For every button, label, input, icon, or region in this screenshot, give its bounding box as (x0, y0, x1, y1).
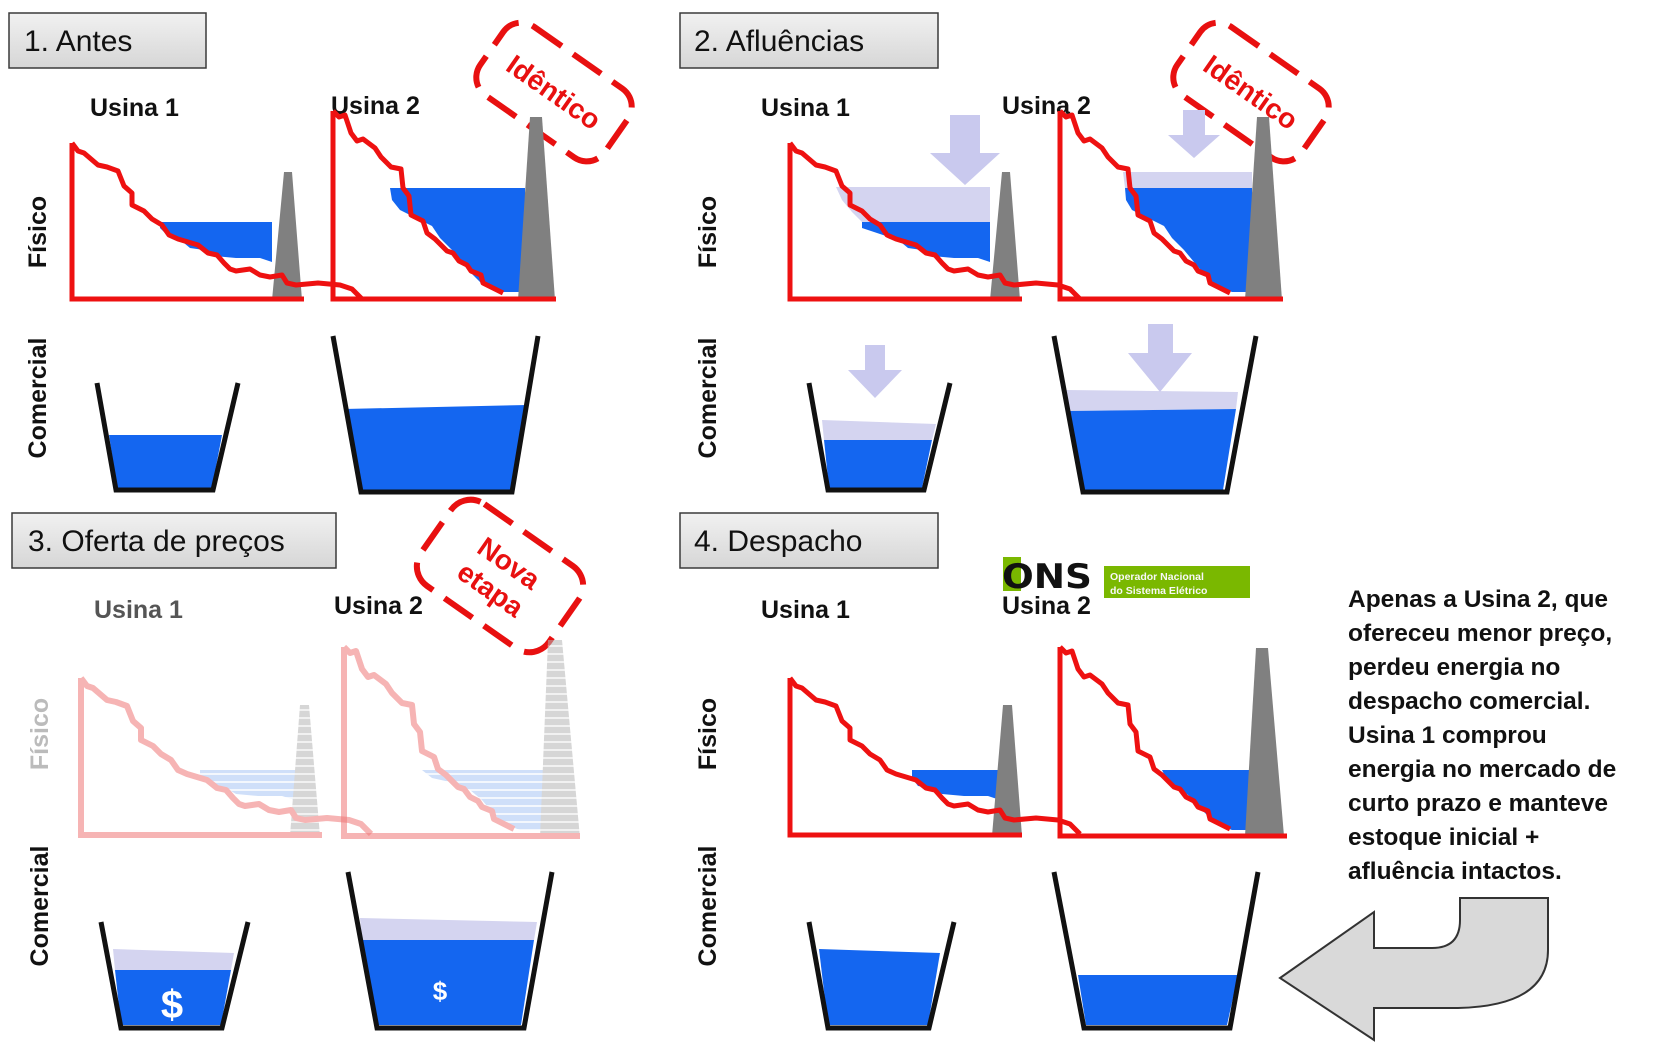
dam (518, 117, 555, 300)
explanation-note: Apenas a Usina 2, que ofereceu menor pre… (1348, 586, 1616, 885)
panel-4-usina-1-reservoir (787, 678, 1080, 838)
dam (290, 705, 320, 836)
dam (540, 640, 580, 838)
dam (1245, 648, 1284, 836)
panel-3-usina-1-bucket: $ (98, 921, 251, 1031)
ons-line-2: do Sistema Elétrico (1110, 585, 1207, 597)
panel-2-fisico-label: Físico (694, 196, 722, 268)
panel-1-usina-2-bucket (330, 335, 541, 495)
curved-left-arrow-icon (1278, 897, 1549, 1042)
note-line-1: Apenas a Usina 2, que (1348, 586, 1608, 613)
panel-1-fisico-label: Físico (24, 196, 52, 268)
inflow-level (1066, 390, 1238, 411)
panel-3-usina-1-reservoir (78, 678, 371, 838)
inflow-arrow (1168, 110, 1220, 158)
note-line-2: ofereceu menor preço, (1348, 620, 1612, 647)
inflow-level (836, 187, 990, 222)
stamp-identico-1-text: Idêntico (501, 49, 607, 136)
panel-1-usina-1-reservoir (69, 143, 362, 302)
step-4-box: 4. Despacho (679, 512, 939, 569)
step-2-label: 2. Afluências (694, 25, 864, 58)
panel-4-usina-2-reservoir (1057, 647, 1287, 839)
panel-4-fisico-label: Físico (694, 698, 722, 770)
panel-3-comercial-label: Comercial (26, 846, 54, 967)
commercial-water (1068, 409, 1236, 490)
panel-1-comercial-label: Comercial (24, 338, 52, 459)
dam (1245, 117, 1282, 300)
dam (990, 172, 1020, 300)
panel-2-usina-1-title: Usina 1 (761, 94, 850, 122)
ons-logo: ONS Operador Nacional do Sistema Elétric… (1002, 557, 1250, 598)
panel-2-usina-1-reservoir (787, 115, 1080, 302)
note-line-8: estoque inicial + (1348, 824, 1539, 851)
ons-line-1: Operador Nacional (1110, 571, 1204, 583)
panel-3-fisico-label: Físico (26, 698, 54, 770)
panel-4-usina-2-title: Usina 2 (1002, 592, 1091, 620)
panel-4-comercial-label: Comercial (694, 846, 722, 967)
panel-3-usina-2-reservoir (341, 640, 580, 839)
note-line-6: energia no mercado de (1348, 756, 1616, 783)
commercial-water (824, 440, 932, 488)
panel-4-usina-1-bucket (806, 921, 957, 1031)
panel-4-usina-2-bucket (1051, 871, 1261, 1031)
stamp-nova-etapa: Nova etapa (413, 496, 587, 656)
inflow-arrow (848, 345, 902, 398)
commercial-water (819, 949, 940, 1025)
step-1-label: 1. Antes (24, 25, 132, 58)
panel-1-usina-1-title: Usina 1 (90, 94, 179, 122)
note-line-3: perdeu energia no (1348, 654, 1560, 681)
ons-wordmark: ONS (1002, 557, 1092, 597)
step-3-label: 3. Oferta de preços (28, 525, 285, 558)
water-level (390, 188, 525, 292)
step-3-box: 3. Oferta de preços (11, 512, 337, 569)
panel-2-comercial-label: Comercial (694, 338, 722, 459)
panel-2-usina-2-reservoir (1057, 110, 1283, 302)
note-line-9: afluência intactos. (1348, 858, 1562, 885)
water-level (912, 770, 1000, 800)
water-level (160, 222, 272, 262)
commercial-water (109, 435, 222, 488)
panel-3-usina-1-title: Usina 1 (94, 596, 183, 624)
panel-2-usina-2-bucket (1051, 324, 1259, 495)
inflow-level (1123, 172, 1252, 188)
water-level (200, 770, 295, 800)
inflow-level (822, 420, 936, 440)
panel-1-usina-2-reservoir (330, 111, 556, 302)
commercial-water (344, 405, 527, 490)
stamp-identico-2-text: Idêntico (1198, 49, 1304, 136)
inflow-level (113, 949, 234, 970)
step-2-box: 2. Afluências (679, 12, 939, 69)
panel-3-usina-2-bucket: $ (345, 871, 555, 1031)
note-line-5: Usina 1 comprou (1348, 722, 1547, 749)
stamp-identico-1: Idêntico (473, 19, 635, 165)
dam (272, 172, 302, 300)
commercial-water (362, 940, 534, 1025)
note-line-7: curto prazo e manteve (1348, 790, 1608, 817)
step-4-label: 4. Despacho (694, 525, 862, 558)
dollar-sign-2: $ (433, 976, 448, 1006)
step-1-box: 1. Antes (8, 12, 207, 69)
inflow-level (360, 918, 537, 940)
water-level (1162, 770, 1252, 830)
panel-1-usina-1-bucket (94, 382, 241, 493)
panel-4-usina-1-title: Usina 1 (761, 596, 850, 624)
inflow-arrow (930, 115, 1000, 185)
note-line-4: despacho comercial. (1348, 688, 1590, 715)
commercial-water (1078, 975, 1238, 1025)
panel-2-usina-2-title: Usina 2 (1002, 92, 1091, 120)
dollar-sign-1: $ (161, 983, 183, 1027)
water-level (1125, 188, 1252, 292)
dam (992, 705, 1022, 836)
water-level (422, 770, 545, 830)
water-level (862, 222, 990, 262)
panel-3-usina-2-title: Usina 2 (334, 592, 423, 620)
commercial-water (115, 970, 231, 1025)
panel-2-usina-1-bucket (806, 345, 953, 493)
inflow-arrow (1128, 324, 1192, 392)
